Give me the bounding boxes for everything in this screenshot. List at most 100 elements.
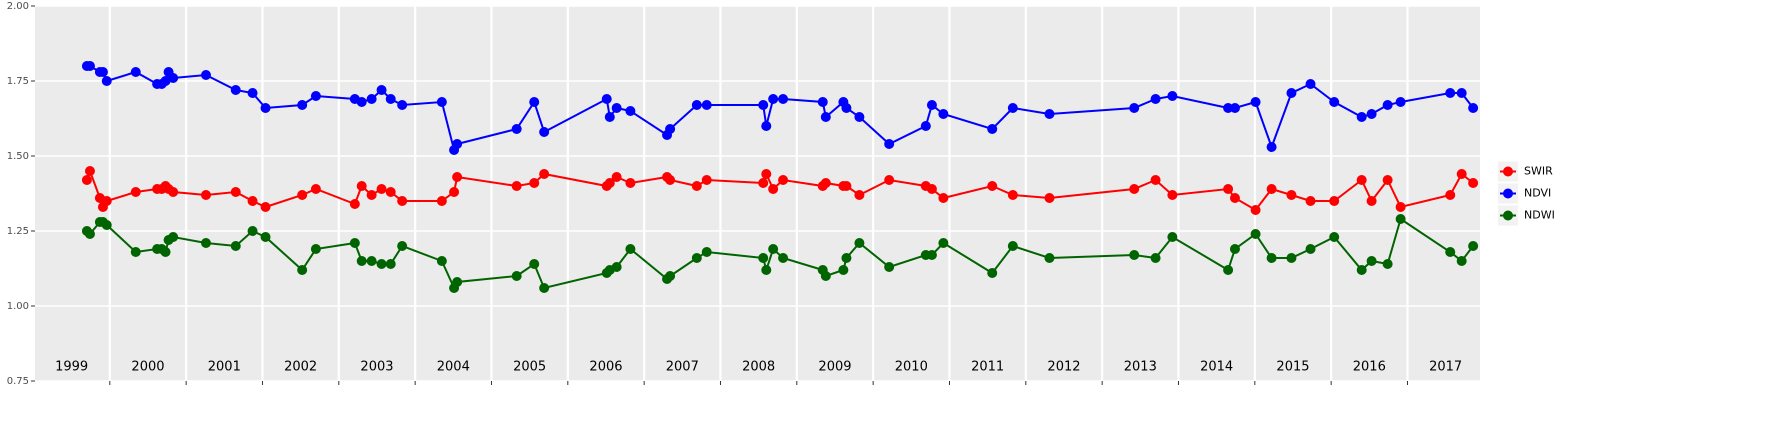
data-point — [1456, 88, 1467, 98]
data-point — [168, 232, 179, 242]
data-point — [529, 259, 540, 269]
data-point — [1286, 190, 1297, 200]
data-point — [625, 178, 636, 188]
data-point — [1468, 241, 1479, 251]
data-point — [884, 139, 895, 149]
data-point — [297, 190, 308, 200]
data-point — [691, 181, 702, 191]
data-point — [1382, 259, 1393, 269]
data-point — [101, 220, 112, 230]
data-point — [768, 94, 779, 104]
series-line — [86, 65, 1474, 153]
data-point — [938, 238, 949, 248]
data-point — [1329, 232, 1340, 242]
year-label: 2004 — [437, 360, 470, 375]
data-point — [1382, 100, 1393, 110]
data-point — [1129, 250, 1140, 260]
year-label: 2017 — [1429, 360, 1462, 375]
y-tick-label: 0.75 — [7, 376, 29, 387]
data-point — [1305, 79, 1316, 89]
data-point — [1366, 109, 1377, 119]
data-point — [1329, 97, 1340, 107]
data-point — [356, 256, 367, 266]
data-point — [310, 184, 321, 194]
data-point — [1382, 175, 1393, 185]
data-point — [604, 178, 615, 188]
year-label: 2002 — [284, 360, 317, 375]
data-point — [130, 247, 141, 257]
data-point — [611, 262, 622, 272]
data-point — [436, 256, 447, 266]
data-point — [625, 244, 636, 254]
data-point — [1129, 103, 1140, 113]
data-point — [778, 175, 789, 185]
data-point — [1167, 232, 1178, 242]
data-point — [385, 259, 396, 269]
data-point — [1286, 88, 1297, 98]
data-point — [260, 202, 271, 212]
data-point — [761, 265, 772, 275]
year-label: 2006 — [589, 360, 622, 375]
year-label: 2003 — [360, 360, 393, 375]
data-point — [1445, 247, 1456, 257]
year-label: 2014 — [1200, 360, 1233, 375]
data-point — [511, 124, 522, 134]
data-point — [168, 73, 179, 83]
data-point — [310, 244, 321, 254]
data-point — [366, 94, 377, 104]
data-point — [230, 85, 241, 95]
data-point — [1007, 190, 1018, 200]
data-point — [397, 100, 408, 110]
data-point — [665, 175, 676, 185]
year-label: 2016 — [1353, 360, 1386, 375]
data-point — [1266, 253, 1277, 263]
data-point — [1007, 103, 1018, 113]
data-point — [397, 241, 408, 251]
data-point — [376, 85, 387, 95]
data-point — [511, 271, 522, 281]
year-label: 2013 — [1124, 360, 1157, 375]
data-point — [1356, 175, 1367, 185]
data-point — [820, 271, 831, 281]
data-point — [691, 100, 702, 110]
data-point — [926, 250, 937, 260]
data-point — [1266, 142, 1277, 152]
data-point — [349, 238, 360, 248]
data-point — [1229, 244, 1240, 254]
data-point — [1445, 190, 1456, 200]
data-point — [385, 187, 396, 197]
data-point — [817, 97, 828, 107]
data-point — [1356, 265, 1367, 275]
data-point — [768, 244, 779, 254]
data-point — [101, 196, 112, 206]
year-label: 2011 — [971, 360, 1004, 375]
data-point — [1250, 97, 1261, 107]
data-point — [529, 97, 540, 107]
data-point — [758, 253, 769, 263]
data-point — [854, 190, 865, 200]
legend-label: NDWI — [1524, 209, 1555, 222]
data-point — [1445, 88, 1456, 98]
data-point — [1223, 184, 1234, 194]
data-point — [529, 178, 540, 188]
data-point — [84, 166, 95, 176]
y-tick-label: 1.50 — [7, 151, 29, 162]
data-point — [1223, 265, 1234, 275]
data-point — [1286, 253, 1297, 263]
data-point — [820, 112, 831, 122]
data-point — [539, 127, 550, 137]
data-point — [920, 121, 931, 131]
data-point — [987, 181, 998, 191]
data-point — [604, 112, 615, 122]
plot-panel — [35, 6, 1480, 381]
data-point — [230, 187, 241, 197]
year-label: 2005 — [513, 360, 546, 375]
year-label: 2007 — [666, 360, 699, 375]
y-tick-label: 1.25 — [7, 226, 29, 237]
data-point — [1167, 190, 1178, 200]
data-point — [1250, 229, 1261, 239]
data-point — [436, 196, 447, 206]
data-point — [168, 187, 179, 197]
data-point — [701, 175, 712, 185]
